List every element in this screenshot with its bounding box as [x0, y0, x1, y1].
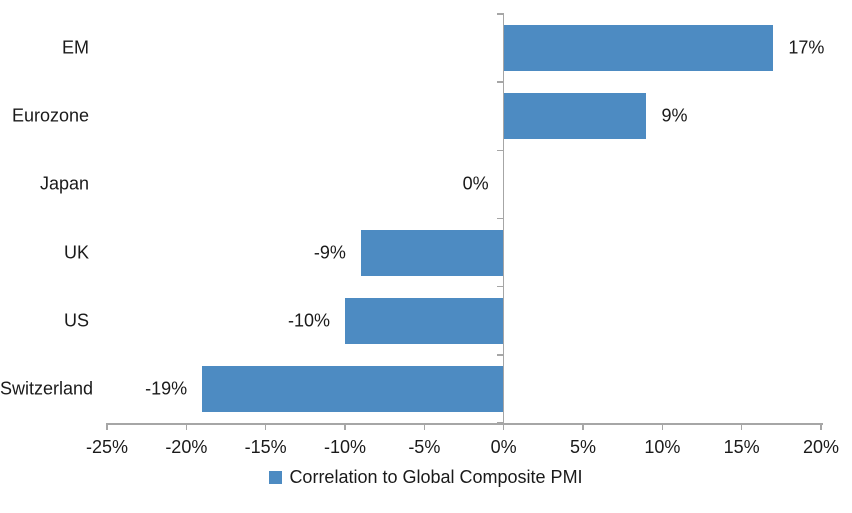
value-label-us: -10% [287, 310, 330, 331]
x-tick-label: 5% [569, 437, 596, 457]
value-label-switzerland: -19% [145, 378, 188, 399]
x-tick-label: -10% [323, 437, 367, 457]
value-label-japan: 0% [462, 173, 489, 194]
bar-eurozone [503, 93, 647, 140]
x-tick [661, 423, 664, 430]
x-tick-label: -20% [165, 437, 208, 457]
legend-swatch [269, 470, 283, 484]
bar-switzerland [202, 365, 504, 412]
bar-em [503, 25, 774, 72]
x-tick-label: 15% [723, 437, 760, 457]
category-label-japan: Japan [39, 173, 89, 194]
x-tick [582, 423, 584, 430]
x-tick [264, 423, 267, 430]
category-label-eurozone: Eurozone [11, 105, 89, 126]
value-label-eurozone: 9% [661, 105, 688, 126]
x-tick [820, 423, 822, 430]
y-tick [496, 285, 504, 288]
y-tick [496, 217, 504, 220]
x-tick [740, 423, 743, 430]
x-tick-label: 10% [644, 437, 681, 457]
x-tick [185, 423, 188, 430]
legend-label: Correlation to Global Composite PMI [289, 466, 583, 487]
category-label-uk: UK [63, 242, 89, 263]
x-tick [106, 423, 108, 430]
y-tick [496, 81, 504, 83]
x-tick-label: -25% [85, 437, 129, 457]
x-tick-label: 20% [802, 437, 840, 457]
x-tick [344, 423, 346, 430]
y-axis-line [502, 14, 505, 430]
category-label-switzerland: Switzerland [0, 378, 94, 399]
x-axis-line [107, 423, 823, 425]
value-label-em: 17% [788, 37, 825, 58]
y-tick [496, 149, 504, 152]
bar-uk [360, 229, 504, 276]
y-tick [496, 354, 504, 356]
y-tick [496, 13, 504, 15]
x-tick [502, 423, 505, 430]
bar-us [345, 297, 504, 344]
value-label-uk: -9% [313, 242, 346, 263]
category-label-em: EM [62, 37, 89, 58]
x-tick [423, 423, 426, 430]
legend: Correlation to Global Composite PMI [0, 466, 852, 488]
category-label-us: US [63, 310, 89, 331]
x-tick-label: -15% [244, 437, 287, 457]
x-tick-label: 0% [490, 437, 517, 457]
x-tick-label: -5% [408, 437, 441, 457]
